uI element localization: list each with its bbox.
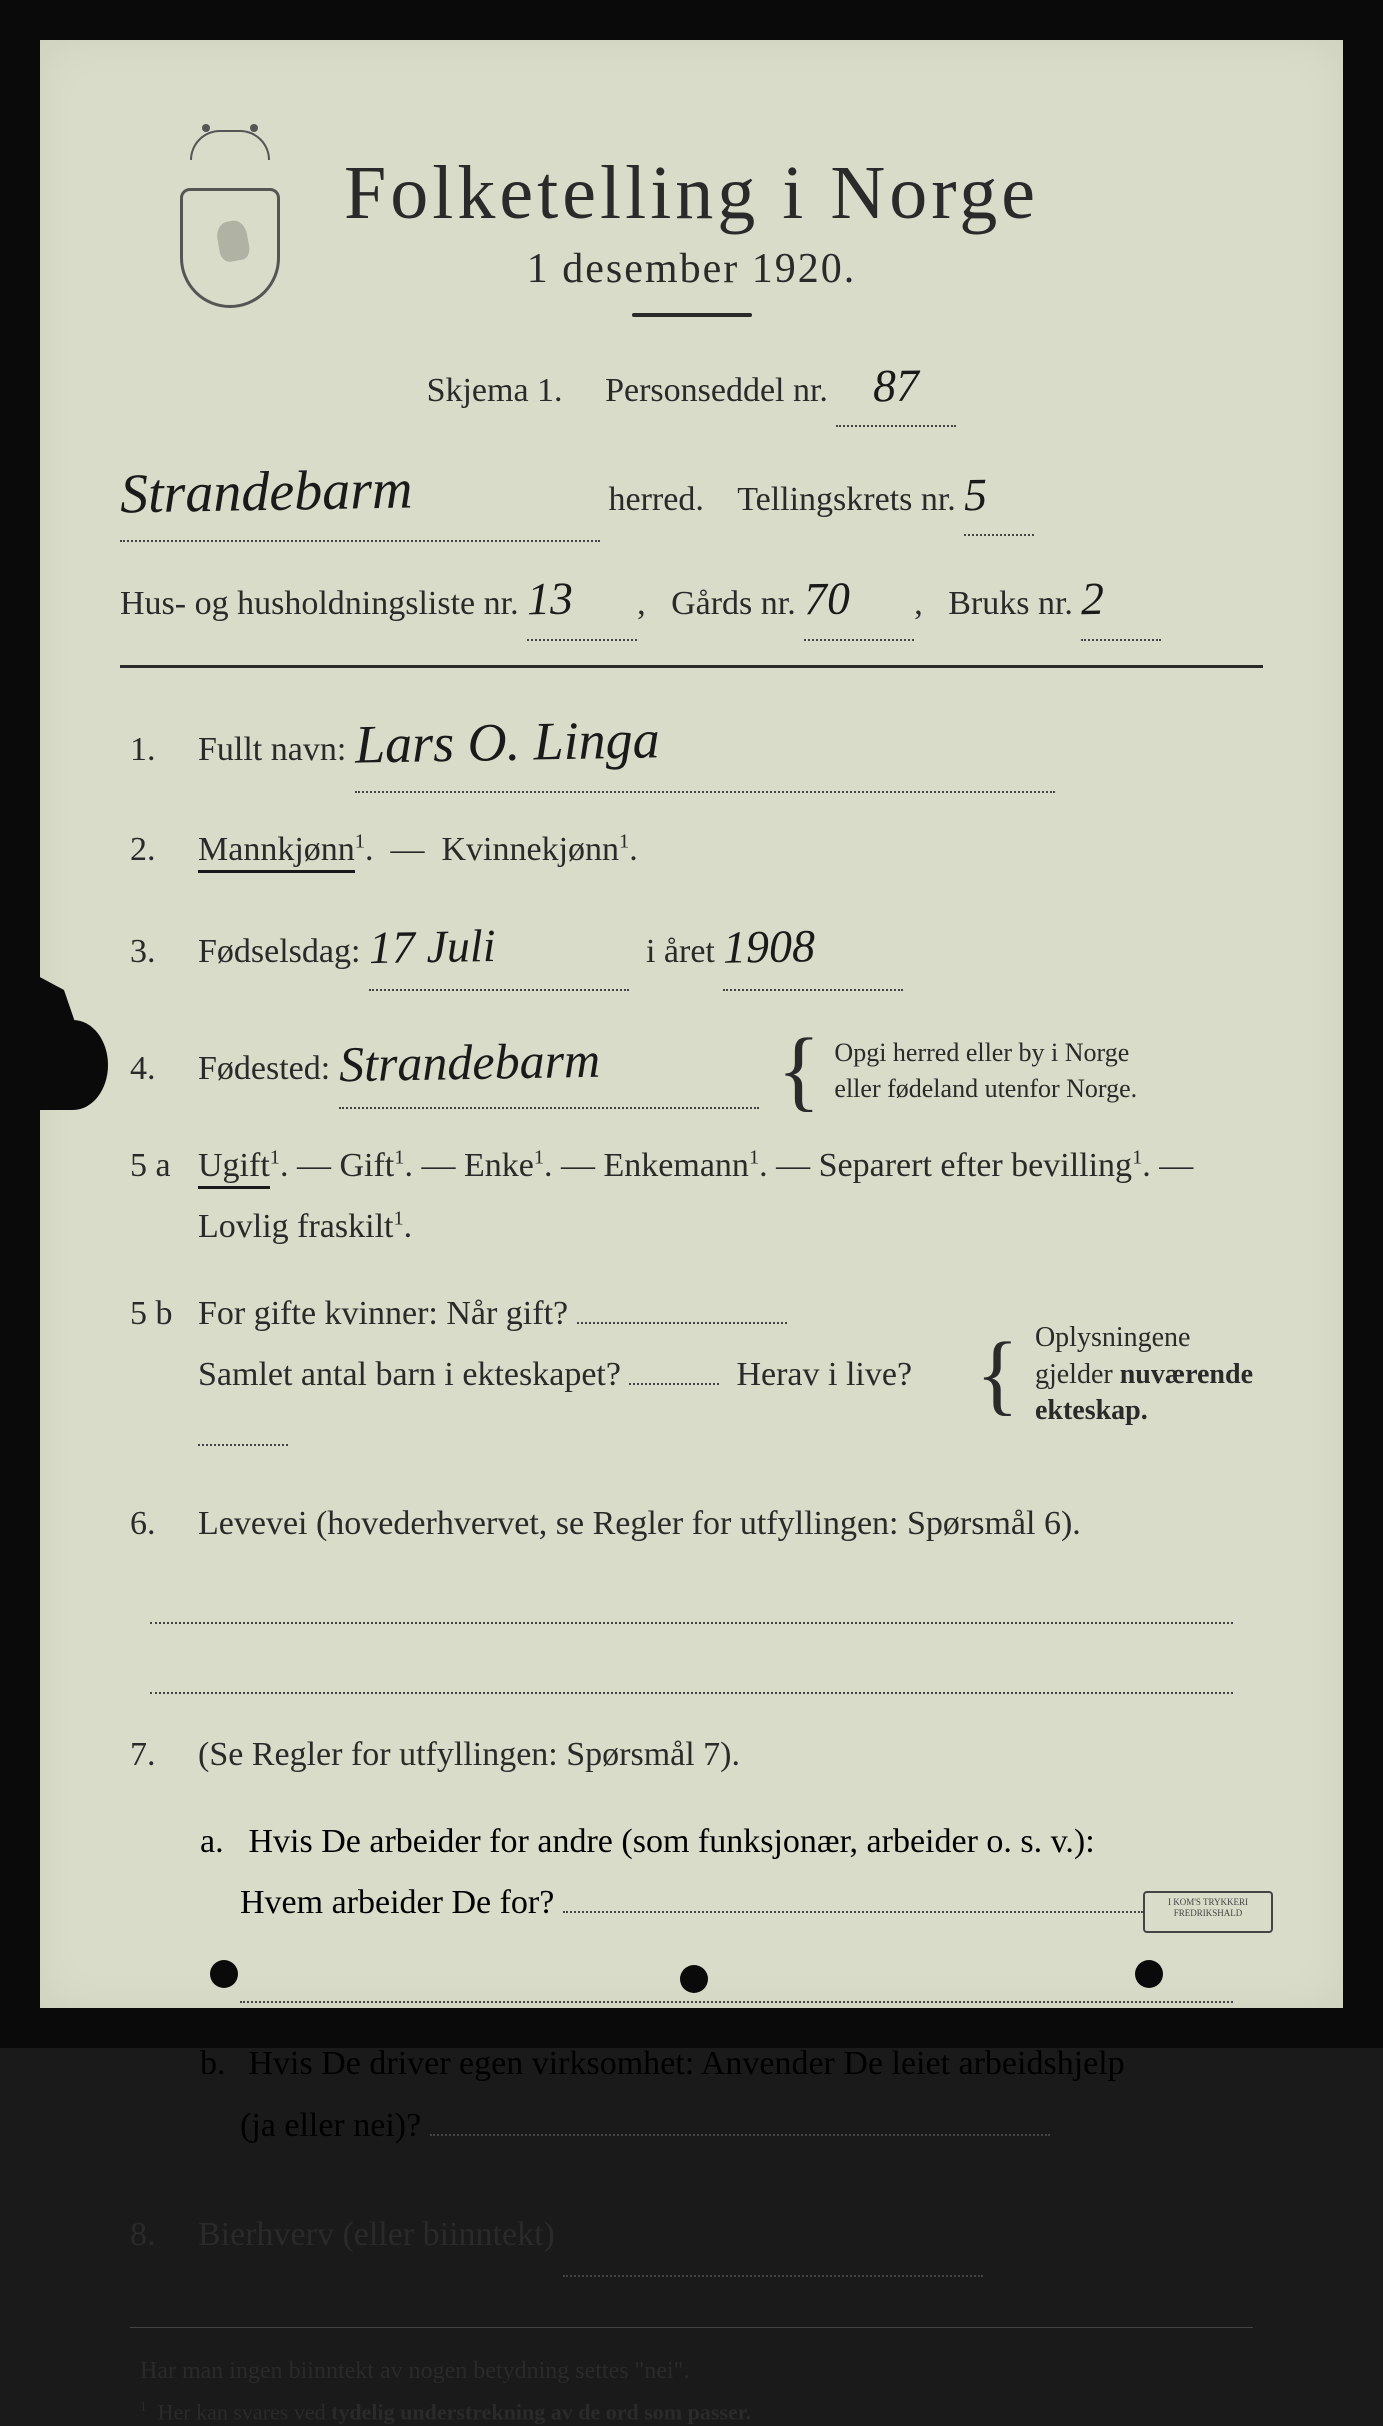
tellingskrets-label: Tellingskrets nr.	[737, 481, 956, 518]
q7-line: 7. (Se Regler for utfyllingen: Spørsmål …	[130, 1724, 1253, 1785]
q5b-side-l2: gjelder nuværende	[1035, 1359, 1253, 1390]
q8-num: 8.	[130, 2216, 180, 2254]
q7a-l1: Hvis De arbeider for andre (som funksjon…	[249, 1823, 1095, 1860]
q4-note-l2: eller fødeland utenfor Norge.	[834, 1074, 1137, 1103]
q2-opt1: Mannkjønn	[198, 831, 355, 873]
q5b-l2b: Herav i live?	[736, 1356, 912, 1393]
form-body: 1. Fullt navn: Lars O. Linga 2. Mannkjøn…	[120, 694, 1263, 2426]
q2-line: 2. Mannkjønn1. — Kvinnekjønn1.	[130, 819, 1253, 880]
q3-line: 3. Fødselsdag: 17 Juli i året 1908	[130, 906, 1253, 991]
bruks-nr: 2	[1081, 560, 1105, 639]
q5b-side-l1: Oplysningene	[1035, 1322, 1191, 1353]
q6-text: Levevei (hovederhvervet, se Regler for u…	[198, 1493, 1253, 1554]
q5a-line: 5 a Ugift1. — Gift1. — Enke1. — Enkemann…	[130, 1135, 1253, 1257]
q5b-num: 5 b	[130, 1295, 180, 1333]
person-nr-value: 87	[873, 347, 920, 426]
q2-opt2: Kvinnekjønn	[441, 831, 619, 868]
q7b-l2: (ja eller nei)?	[240, 2107, 421, 2144]
q5b-l2a: Samlet antal barn i ekteskapet?	[198, 1356, 621, 1393]
footer-note-1: Har man ingen biinntekt av nogen betydni…	[130, 2358, 1253, 2385]
q1-label: Fullt navn:	[198, 731, 346, 768]
q5a-opt3: Enkemann	[604, 1147, 749, 1184]
q7b-letter: b.	[200, 2033, 240, 2094]
blank-line	[150, 1654, 1233, 1694]
q3-label: Fødselsdag:	[198, 933, 360, 970]
q7a-l2: Hvem arbeider De for?	[240, 1884, 554, 1921]
q1-line: 1. Fullt navn: Lars O. Linga	[130, 694, 1253, 793]
brace-icon: {	[777, 1048, 820, 1093]
q2-num: 2.	[130, 831, 180, 869]
q5a-opt2: Enke	[464, 1147, 534, 1184]
q6-line: 6. Levevei (hovederhvervet, se Regler fo…	[130, 1493, 1253, 1554]
herred-value: Strandebarm	[119, 443, 413, 543]
herred-line: Strandebarm herred. Tellingskrets nr. 5	[120, 445, 1263, 542]
q5a-opt1: Gift	[339, 1147, 394, 1184]
blank-line	[240, 1963, 1233, 2003]
person-label: Personseddel nr.	[605, 372, 828, 409]
bruks-label: Bruks nr.	[948, 585, 1073, 622]
q8-line: 8. Bierhverv (eller biinntekt) Nei	[130, 2182, 1253, 2278]
herred-label: herred.	[609, 481, 704, 518]
q4-note-l1: Opgi herred eller by i Norge	[834, 1038, 1129, 1067]
q5b-l1a: For gifte kvinner: Når gift?	[198, 1295, 568, 1332]
brace-icon: {	[976, 1352, 1019, 1397]
punch-hole-icon	[680, 1965, 708, 1993]
q3-day: 17 Juli	[368, 905, 496, 990]
q6-num: 6.	[130, 1505, 180, 1543]
coat-of-arms-icon	[180, 160, 300, 310]
divider-thin	[130, 2327, 1253, 2328]
q3-year: 1908	[723, 905, 816, 989]
q5a-opt4: Separert efter bevilling	[819, 1147, 1132, 1184]
binder-damage	[38, 1020, 108, 1110]
q4-label: Fødested:	[198, 1050, 330, 1087]
punch-hole-icon	[1135, 1960, 1163, 1988]
tellingskrets-nr: 5	[964, 456, 988, 535]
husliste-label: Hus- og husholdningsliste nr.	[120, 585, 519, 622]
skjema-label: Skjema 1.	[427, 372, 563, 409]
q4-line: 4. Fødested: Strandebarm { Opgi herred e…	[130, 1017, 1253, 1109]
q7-num: 7.	[130, 1736, 180, 1774]
q7b-l1: Hvis De driver egen virksomhet: Anvender…	[249, 2045, 1125, 2082]
header: Folketelling i Norge 1 desember 1920. Sk…	[120, 150, 1263, 427]
q7a-letter: a.	[200, 1811, 240, 1872]
q7a-block: a. Hvis De arbeider for andre (som funks…	[130, 1811, 1253, 1933]
q5a-opt0: Ugift	[198, 1147, 270, 1189]
gards-label: Gårds nr.	[671, 585, 796, 622]
husliste-nr: 13	[526, 560, 573, 639]
q8-value: Nei	[563, 2181, 637, 2276]
husliste-line: Hus- og husholdningsliste nr. 13 , Gårds…	[120, 560, 1263, 640]
q5b-line: 5 b For gifte kvinner: Når gift? Samlet …	[130, 1283, 1253, 1467]
blank-line	[150, 1584, 1233, 1624]
divider-thick	[120, 665, 1263, 668]
q3-num: 3.	[130, 933, 180, 971]
q4-num: 4.	[130, 1050, 180, 1088]
q5a-opt-last: Lovlig fraskilt	[198, 1208, 393, 1245]
q5b-side-l3: ekteskap.	[1035, 1395, 1148, 1426]
q4-value: Strandebarm	[338, 1014, 601, 1109]
q3-mid: i året	[646, 933, 715, 970]
printer-stamp-icon: I KOM'S TRYKKERIFREDRIKSHALD	[1143, 1891, 1273, 1933]
q7b-block: b. Hvis De driver egen virksomhet: Anven…	[130, 2033, 1253, 2155]
divider-icon	[632, 313, 752, 317]
footer-note-2: 1 Her kan svares ved tydelig understrekn…	[130, 2399, 1253, 2425]
gards-nr: 70	[804, 560, 851, 639]
census-form-page: Folketelling i Norge 1 desember 1920. Sk…	[0, 0, 1383, 2048]
q5a-num: 5 a	[130, 1147, 180, 1185]
q7-intro: (Se Regler for utfyllingen: Spørsmål 7).	[198, 1724, 1253, 1785]
skjema-line: Skjema 1. Personseddel nr. 87	[120, 347, 1263, 427]
q1-value: Lars O. Linga	[354, 691, 660, 793]
q1-num: 1.	[130, 731, 180, 769]
punch-hole-icon	[210, 1960, 238, 1988]
q8-label: Bierhverv (eller biinntekt)	[198, 2216, 555, 2253]
